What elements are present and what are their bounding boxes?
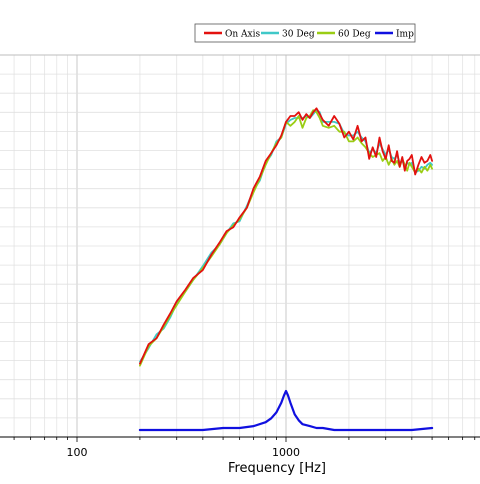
x-tick-label: 1000 (272, 446, 300, 459)
legend-box (194, 23, 416, 43)
x-tick-label: 100 (67, 446, 88, 459)
legend-label: 30 Deg (282, 30, 315, 40)
x-axis-label: Frequency [Hz] (228, 461, 326, 476)
grid (0, 54, 480, 437)
series-line-on-axis (138, 107, 434, 365)
series-lines (138, 107, 434, 432)
legend: On Axis 30 Deg 60 Deg Imp (194, 23, 416, 43)
legend-label: Imp (396, 30, 414, 40)
legend-label: 60 Deg (338, 30, 371, 40)
series-line-imp (138, 389, 434, 432)
legend-label: On Axis (225, 30, 260, 40)
x-axis: 100 1000 (0, 436, 480, 459)
